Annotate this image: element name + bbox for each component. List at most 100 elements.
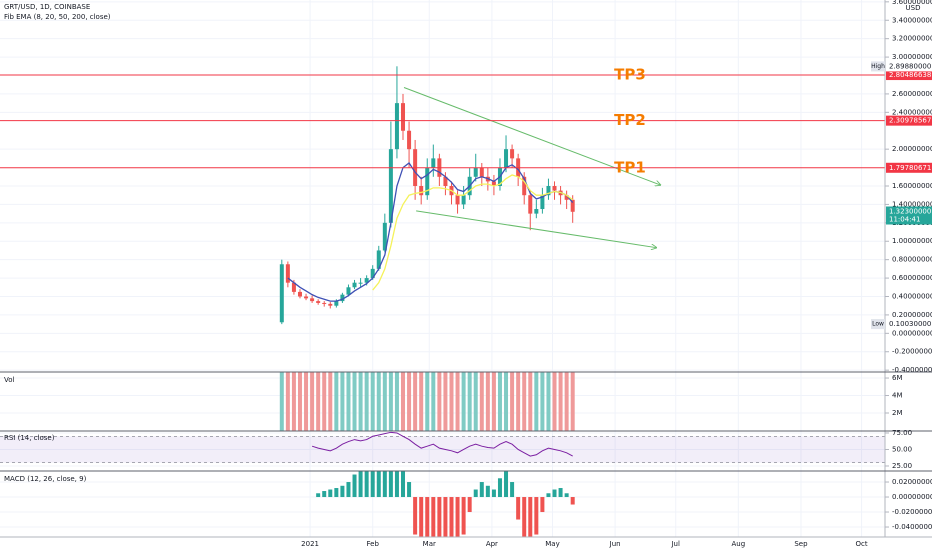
y-tick-label: 2.00000000 — [892, 145, 932, 153]
volume-bar — [370, 372, 375, 431]
x-tick-label: Mar — [423, 540, 436, 548]
candle-body — [407, 130, 412, 150]
macd-histogram-bar — [534, 497, 539, 535]
candle-body — [352, 282, 357, 288]
macd-histogram-bar — [328, 489, 333, 498]
rsi-title: RSI (14, close) — [4, 434, 55, 442]
y-tick-label: 6M — [892, 374, 903, 382]
candle-body — [310, 298, 315, 302]
candle-body — [328, 303, 333, 306]
macd-histogram-bar — [528, 497, 533, 537]
volume-bar — [285, 372, 290, 431]
macd-histogram-bar — [370, 471, 375, 498]
last-price-box — [886, 206, 932, 225]
level-price-label: 1.79780671 — [889, 164, 931, 172]
x-tick-label: Sep — [794, 540, 808, 548]
macd-histogram-bar — [570, 497, 575, 505]
candle-body — [291, 282, 296, 292]
volume-bar — [407, 372, 412, 431]
rsi-line — [311, 431, 573, 457]
candle-body — [364, 278, 369, 283]
pane — [0, 1, 885, 371]
y-tick-label: 2.60000000 — [892, 90, 932, 98]
symbol-title: GRT/USD, 1D, COINBASE — [4, 3, 90, 11]
indicator-title: Fib EMA (8, 20, 50, 200, close) — [4, 13, 111, 21]
x-tick-label: May — [545, 540, 559, 548]
candle-body — [370, 268, 375, 279]
macd-histogram-bar — [546, 493, 551, 498]
y-tick-label: 50.00 — [892, 445, 912, 453]
macd-histogram-bar — [346, 482, 351, 498]
macd-histogram-bar — [425, 497, 430, 537]
macd-histogram-bar — [401, 471, 406, 498]
marker-price-box — [886, 319, 932, 330]
macd-histogram-bar — [388, 471, 393, 498]
y-tick-label: 0.60000000 — [892, 274, 932, 282]
volume-bar — [431, 372, 436, 431]
candle-body — [504, 149, 509, 168]
pane — [0, 431, 885, 467]
candle-body — [322, 302, 327, 304]
marker-tag: Low — [872, 321, 884, 328]
volume-bar — [322, 372, 327, 431]
y-tick-label: 3.40000000 — [892, 16, 932, 24]
volume-bar — [291, 372, 296, 431]
macd-histogram-bar — [419, 497, 424, 537]
candle-body — [297, 291, 302, 297]
y-tick-label: 0.00000000 — [892, 493, 932, 501]
candle-body — [388, 149, 393, 223]
macd-histogram-bar — [497, 478, 502, 498]
level-price-label: 2.80486638 — [889, 71, 931, 79]
volume-bar — [382, 372, 387, 431]
volume-bar — [394, 372, 399, 431]
volume-bar — [461, 372, 466, 431]
candle-body — [376, 250, 381, 269]
candle-body — [510, 149, 515, 159]
x-tick-label: Oct — [856, 540, 868, 548]
y-tick-label: 3.20000000 — [892, 35, 932, 43]
macd-histogram-bar — [485, 485, 490, 498]
candle-body — [552, 186, 557, 191]
bar-countdown: 11:04:41 — [889, 216, 920, 224]
volume-title: Vol — [4, 376, 15, 384]
candle-body — [304, 296, 309, 299]
candle-body — [564, 195, 569, 200]
macd-histogram-bar — [443, 497, 448, 537]
y-tick-label: 0.80000000 — [892, 256, 932, 264]
x-tick-label: Aug — [732, 540, 746, 548]
target-label: TP2 — [614, 111, 646, 129]
marker-tag: High — [871, 63, 885, 70]
volume-bar — [437, 372, 442, 431]
volume-bar — [304, 372, 309, 431]
candle-body — [522, 176, 527, 196]
volume-bar — [449, 372, 454, 431]
y-tick-label: -0.40000000 — [892, 366, 932, 374]
ema-line — [372, 174, 574, 291]
marker-price-box — [886, 61, 932, 72]
volume-bar — [413, 372, 418, 431]
volume-bar — [522, 372, 527, 431]
volume-bar — [516, 372, 521, 431]
volume-bar — [528, 372, 533, 431]
marker-price: 0.10030000 — [889, 320, 931, 328]
volume-bar — [455, 372, 460, 431]
volume-bar — [497, 372, 502, 431]
volume-bar — [310, 372, 315, 431]
macd-histogram-bar — [413, 497, 418, 535]
volume-bar — [334, 372, 339, 431]
volume-bar — [388, 372, 393, 431]
pane — [0, 372, 885, 431]
y-tick-label: 1.60000000 — [892, 182, 932, 190]
y-tick-label: 4M — [892, 392, 903, 400]
rsi-band — [0, 436, 885, 463]
macd-histogram-bar — [504, 471, 509, 498]
level-price-box — [886, 115, 932, 126]
trend-line — [416, 210, 656, 248]
volume-bar — [364, 372, 369, 431]
volume-bar — [510, 372, 515, 431]
candle-body — [340, 294, 345, 302]
macd-histogram-bar — [382, 471, 387, 498]
macd-histogram-bar — [522, 497, 527, 537]
volume-bar — [467, 372, 472, 431]
